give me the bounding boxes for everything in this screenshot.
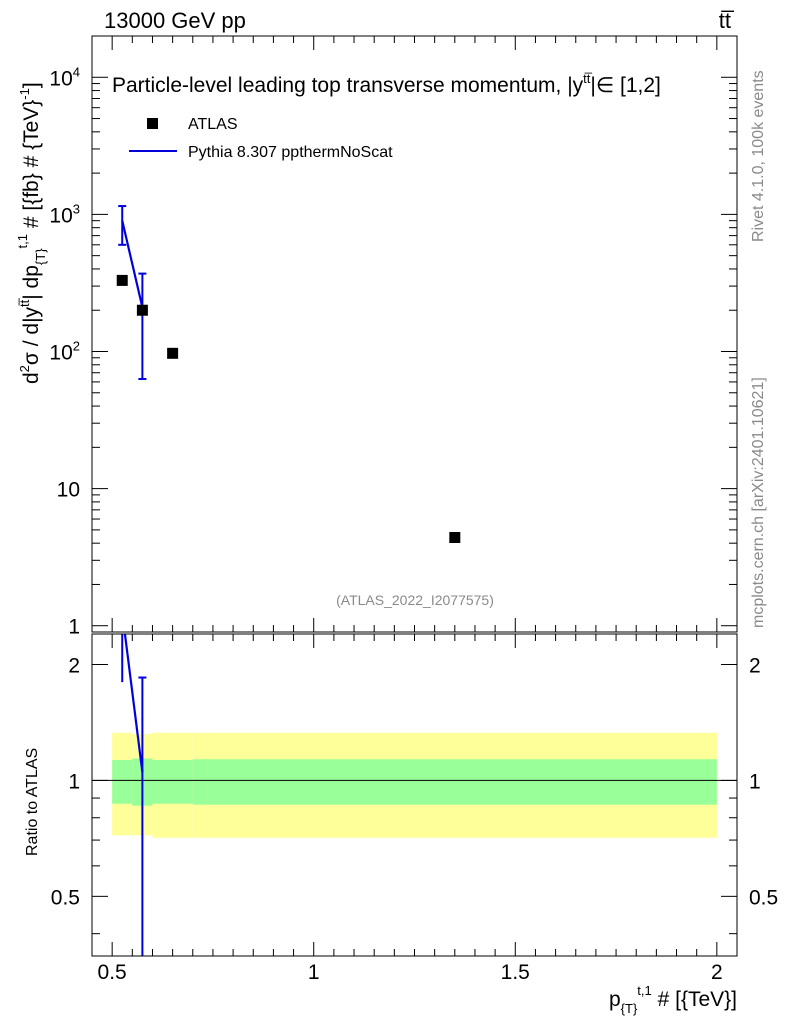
atlas-point [136, 304, 148, 316]
main-ytick-label: 1 [68, 616, 80, 639]
ratio-xtick-label: 2 [711, 961, 723, 984]
main-title: Particle-level leading top transverse mo… [112, 71, 661, 97]
ratio-ylabel: Ratio to ATLAS [24, 748, 41, 856]
main-data [116, 205, 461, 544]
ratio-xtick-label: 1 [308, 961, 320, 984]
main-ytick-labels: 1 10 102 103 104 [49, 64, 80, 638]
ratio-ytick-label-left: 0.5 [51, 886, 80, 909]
legend-atlas-label: ATLAS [188, 116, 238, 133]
legend-atlas-marker [147, 118, 158, 129]
process-label: tt̅ [719, 8, 735, 33]
ratio-xtick-label: 0.5 [98, 961, 127, 984]
rivet-label: Rivet 4.1.0, 100k events [750, 70, 767, 242]
ratio-mc-line [123, 634, 144, 773]
ratio-band-inner [192, 759, 717, 805]
main-axis-ticks [92, 35, 737, 632]
mcplots-label: mcplots.cern.ch [arXiv:2401.10621] [750, 377, 767, 628]
atlas-point [116, 274, 128, 286]
main-ylabel: d2σ / d|ytt̅| dp{T}t,1 # [{fb} # {TeV}-1… [15, 82, 48, 384]
main-ytick-label: 104 [49, 64, 80, 90]
ratio-band-inner [112, 759, 133, 804]
ratio-xtick-labels: 0.5 1 1.5 2 [98, 961, 723, 984]
ratio-ytick-label-right: 0.5 [749, 886, 778, 909]
ratio-band-inner [152, 759, 193, 804]
atlas-point [167, 347, 179, 359]
ratio-axis-ticks [92, 634, 737, 956]
atlas-point [449, 532, 461, 544]
main-ytick-label: 102 [49, 339, 80, 365]
ratio-uncertainty-bands [92, 732, 737, 838]
mc-line [121, 220, 144, 308]
ratio-data [121, 634, 147, 956]
ratio-xtick-label: 1.5 [501, 961, 530, 984]
legend-mc-label: Pythia 8.307 ppthermNoScat [188, 144, 393, 161]
main-ytick-label: 103 [49, 201, 80, 227]
main-ytick-label: 10 [57, 479, 80, 502]
ratio-ytick-label-left: 1 [68, 770, 80, 793]
analysis-watermark: (ATLAS_2022_I2077575) [336, 592, 494, 608]
ratio-xlabel: p{T}t,1 # [{TeV}] [609, 983, 737, 1016]
ratio-ytick-label-left: 2 [68, 654, 80, 677]
ratio-ytick-label-right: 2 [749, 654, 761, 677]
ratio-ytick-labels: 0.5 0.5 1 1 2 2 [51, 654, 778, 909]
ratio-ytick-label-right: 1 [749, 770, 761, 793]
energy-label: 13000 GeV pp [104, 8, 246, 33]
